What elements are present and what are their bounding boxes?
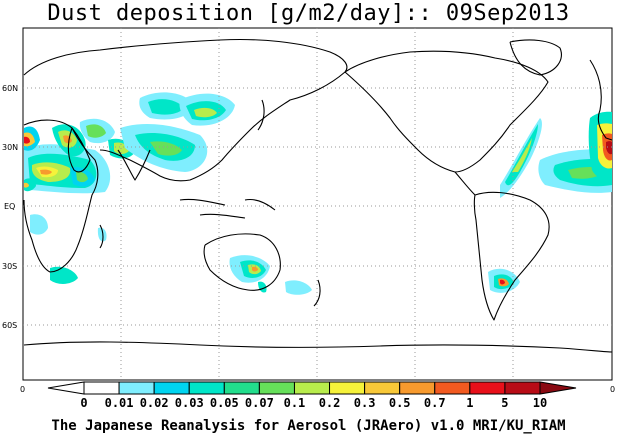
credit-line: The Japanese Reanalysis for Aerosol (JRA… [51,418,566,434]
map-title: Dust deposition [g/m2/day]:: 09Sep2013 [47,1,570,26]
coast-india [117,149,151,181]
coast-australia [203,233,281,291]
coast-nz [313,279,321,307]
colorbar-left-edge-label: 0 [20,385,25,394]
colorbar-segment [434,381,471,395]
colorbar [47,381,577,395]
coast-greenland [509,39,562,76]
colorbar-segment [329,381,366,395]
colorbar-segment [223,381,260,395]
colorbar-segment [188,381,225,395]
colorbar-tick-label: 0.01 [104,396,134,410]
dust-region-gobi [179,93,235,126]
colorbar-right-edge-label: 0 [610,385,615,394]
dust-region-taklimakan [139,92,195,120]
coast-south-america [473,191,550,321]
colorbar-tick-label: 0.5 [388,396,411,410]
coastlines [23,38,613,353]
colorbar-left-arrow [47,381,85,395]
colorbar-segment [504,381,541,395]
dust-region-iran [79,118,115,144]
coast-asia-east [99,71,346,182]
lat-label-60s: 60S [2,321,17,330]
colorbar-tick-label: 0.3 [353,396,376,410]
colorbar-tick-label: 0.1 [283,396,306,410]
colorbar-tick-label: 0.05 [209,396,239,410]
dust-region-west-africa [24,126,40,151]
colorbar-tick-label: 5 [501,396,509,410]
colorbar-tick-label: 0.7 [423,396,446,410]
lat-label-30s: 30S [2,262,17,271]
coast-japan [257,99,265,131]
colorbar-segment [293,381,331,395]
colorbar-segment [364,381,401,395]
coast-central-america [454,171,476,196]
colorbar-tick-label: 0.2 [318,396,341,410]
colorbar-tick-label: 10 [532,396,548,410]
colorbar-tick-label: 1 [466,396,474,410]
colorbar-segment [153,381,190,395]
colorbar-tick-label: 0 [80,396,88,410]
colorbar-segment [258,381,295,395]
dust-shading [24,92,612,295]
colorbar-tick-label: 0.02 [139,396,169,410]
lat-label-30n: 30N [2,143,18,152]
colorbar-segment [83,381,120,395]
lat-label-eq: EQ [4,202,15,211]
dust-region-namib [24,178,36,192]
coast-north-america [344,50,549,173]
colorbar-segment [118,381,155,395]
coast-madagascar [99,224,104,249]
colorbar-segment [399,381,436,395]
dust-region-patagonia [488,268,520,293]
dust-region-atlantic-plume [500,118,612,198]
dust-region-sahara-east-edge [588,111,612,180]
coast-europe-right [589,59,613,141]
coast-indonesia [179,198,276,219]
coast-antarctica [23,341,613,353]
coast-eurasia [23,38,348,76]
lat-label-60n: 60N [2,84,18,93]
latitude-labels: 60N 30N EQ 30S 60S [2,84,18,330]
dust-region-china [120,124,208,172]
colorbar-tick-label: 0.07 [244,396,274,410]
colorbar-segment [469,381,506,395]
coast-africa [23,119,99,273]
coast-arabia [67,127,91,173]
colorbar-tick-label: 0.03 [174,396,204,410]
dust-region-australia [229,255,312,295]
colorbar-right-arrow [539,381,577,395]
